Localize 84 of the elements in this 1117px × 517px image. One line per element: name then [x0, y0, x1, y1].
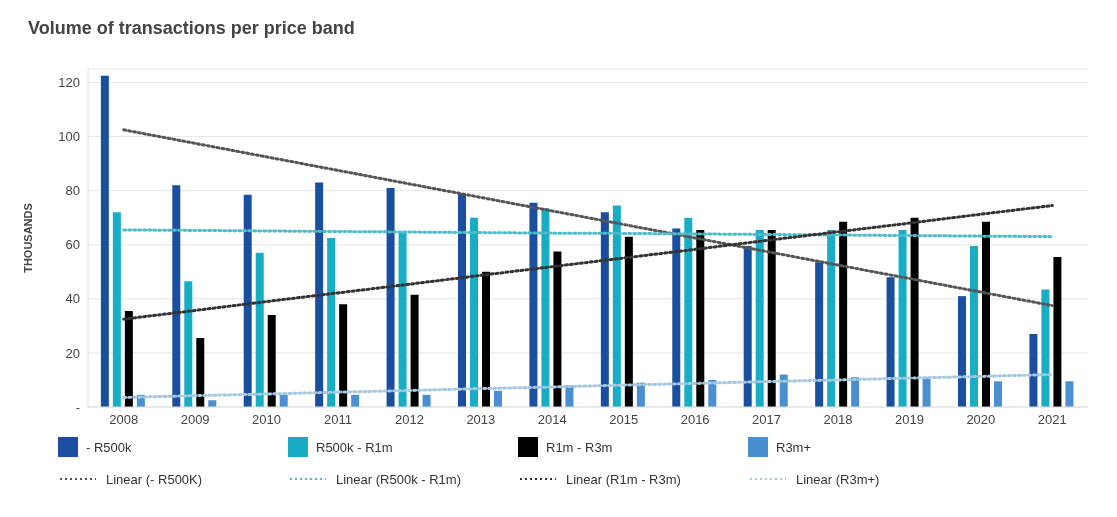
bar — [827, 229, 836, 407]
bar — [886, 277, 895, 407]
bar — [612, 205, 621, 407]
x-tick-label: 2019 — [894, 412, 924, 428]
x-tick-label: 2017 — [752, 412, 782, 428]
bar — [743, 246, 752, 407]
bar — [994, 381, 1002, 407]
bar — [624, 236, 633, 407]
bar — [172, 185, 181, 407]
bar — [696, 229, 705, 407]
line-series — [122, 204, 1054, 321]
bar — [982, 221, 990, 407]
y-tick-label: 20 — [65, 345, 80, 361]
bar — [184, 281, 193, 407]
bar — [922, 377, 931, 407]
legend-label: R1m - R3m — [546, 439, 613, 455]
bar — [386, 187, 395, 407]
bar — [958, 296, 966, 407]
legend-label: - R500k — [86, 439, 132, 455]
y-axis-title: THOUSANDS — [21, 203, 34, 273]
x-tick-label: 2014 — [537, 412, 567, 428]
bar — [196, 338, 205, 407]
x-tick-label: 2021 — [1037, 412, 1067, 428]
x-tick-label: 2009 — [180, 412, 210, 428]
bar — [339, 304, 348, 407]
line-series — [122, 228, 1054, 239]
line-series — [122, 128, 1054, 308]
bar — [815, 262, 824, 407]
bar — [112, 212, 121, 407]
legend-label: Linear (- R500K) — [106, 471, 203, 487]
line-series — [122, 373, 1054, 400]
y-tick-label: 120 — [58, 75, 80, 91]
bar — [553, 251, 562, 407]
bar — [100, 75, 109, 407]
legend-label: Linear (R3m+) — [796, 471, 880, 487]
bar — [1053, 256, 1062, 407]
legend-label: R500k - R1m — [316, 439, 393, 455]
bar — [482, 271, 490, 407]
bar — [898, 229, 907, 407]
y-tick-label: 100 — [58, 129, 80, 145]
bar — [494, 390, 502, 407]
bar — [267, 315, 276, 407]
y-tick-label: 60 — [65, 237, 80, 253]
y-tick-label: 80 — [65, 183, 80, 199]
bar — [470, 217, 478, 407]
bar — [672, 228, 681, 407]
bar — [422, 394, 431, 407]
chart-title: Volume of transactions per price band — [27, 17, 356, 40]
x-tick-label: 2010 — [252, 412, 282, 428]
bar — [255, 252, 264, 407]
bar — [243, 194, 252, 407]
x-tick-label: 2015 — [609, 412, 639, 428]
y-tick-label: 40 — [65, 291, 80, 307]
bar — [1041, 289, 1050, 407]
y-tick-label: - — [75, 399, 80, 415]
bar — [458, 193, 466, 407]
bar — [839, 221, 848, 407]
bar — [398, 232, 407, 407]
bar — [124, 311, 133, 407]
bar — [970, 246, 978, 407]
bar — [767, 229, 776, 407]
legend-label: Linear (R500k - R1m) — [336, 471, 461, 487]
bar — [315, 182, 324, 407]
bar — [910, 217, 919, 407]
bar — [351, 394, 360, 407]
bar — [1065, 381, 1074, 407]
x-tick-label: 2008 — [109, 412, 139, 428]
legend-label: R3m+ — [776, 439, 812, 455]
bar — [327, 238, 336, 407]
bar — [755, 229, 764, 407]
bar — [529, 202, 538, 407]
x-tick-label: 2013 — [466, 412, 496, 428]
bar — [600, 212, 609, 407]
bar — [684, 217, 693, 407]
x-tick-label: 2011 — [324, 412, 352, 428]
legend-label: Linear (R1m - R3m) — [566, 471, 681, 487]
bar — [1029, 333, 1038, 407]
x-tick-label: 2012 — [394, 412, 424, 428]
x-tick-label: 2020 — [966, 412, 996, 428]
x-tick-label: 2016 — [680, 412, 710, 428]
x-tick-label: 2018 — [823, 412, 853, 428]
bar — [541, 208, 550, 407]
bar — [410, 294, 419, 407]
bar — [279, 394, 288, 407]
